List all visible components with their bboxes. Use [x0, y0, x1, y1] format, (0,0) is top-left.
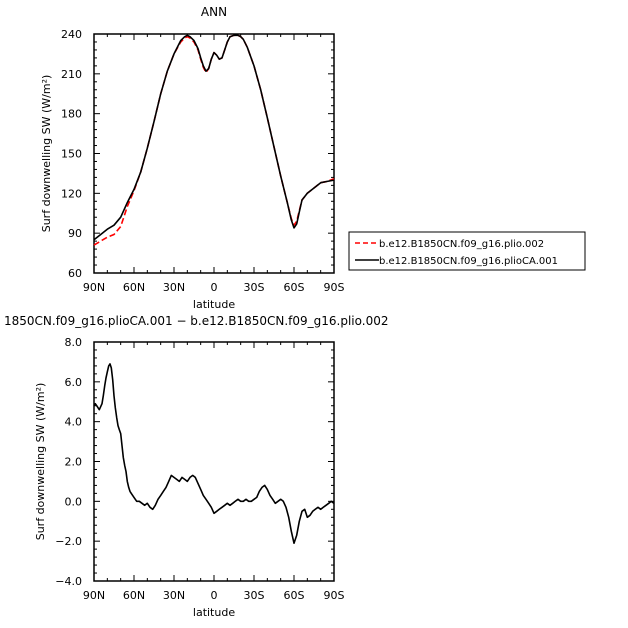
x-tick-label: 0	[211, 281, 218, 294]
x-tick-label: 90N	[83, 281, 105, 294]
chart-bottom-difference-sw: 90N 60N 30N 0 30S 60S 90S −4.0 −2.0 0.0 2.0 4.0 6.0 8…	[4, 314, 388, 619]
chart-title: 1850CN.f09_g16.plioCA.001 − b.e12.B1850C…	[4, 314, 388, 328]
chart-title: ANN	[201, 5, 227, 19]
x-tick-label: 60S	[284, 589, 305, 602]
y-tick-label: 0.0	[65, 495, 83, 508]
legend-box	[348, 231, 586, 271]
plot-frame	[93, 341, 335, 582]
x-tick-label: 60S	[284, 281, 305, 294]
y-tick-label: 120	[61, 187, 82, 200]
chart-top-annual-sw: 90N 60N 30N 0 30S 60S 90S 60 90 120 150 180 210 240 AN…	[40, 5, 586, 311]
x-tick-label: 90N	[83, 589, 105, 602]
x-tick-label: 30N	[163, 589, 185, 602]
series-line-b-e12-b1850cn-f09-g16-plio-002	[93, 34, 335, 246]
y-tick-label: 240	[61, 28, 82, 41]
y-tick-label: 60	[68, 267, 82, 280]
x-tick-label: 60N	[123, 281, 145, 294]
y-axis-label: Surf downwelling SW (W/m²)	[40, 75, 53, 233]
y-tick-label: 210	[61, 68, 82, 81]
legend-label: b.e12.B1850CN.f09_g16.plioCA.001	[379, 256, 558, 267]
x-tick-label: 30S	[244, 589, 265, 602]
x-tick-label: 90S	[324, 281, 345, 294]
x-axis-label: latitude	[193, 298, 235, 311]
y-tick-label: 4.0	[65, 416, 83, 429]
y-tick-label: 6.0	[65, 376, 83, 389]
x-tick-label: 90S	[324, 589, 345, 602]
x-tick-label: 0	[211, 589, 218, 602]
y-tick-label: 2.0	[65, 456, 83, 469]
series-line-1-0	[93, 363, 335, 545]
y-tick-label: 90	[68, 227, 82, 240]
series-line-b-e12-b1850cn-f09-g16-plioca-001	[93, 34, 335, 241]
plot-frame	[93, 33, 335, 274]
x-axis-label: latitude	[193, 606, 235, 619]
y-tick-label: 180	[61, 108, 82, 121]
legend-label: b.e12.B1850CN.f09_g16.plio.002	[379, 239, 544, 250]
y-tick-label: −4.0	[55, 575, 82, 588]
y-tick-label: 8.0	[65, 336, 83, 349]
y-tick-label: 150	[61, 148, 82, 161]
x-tick-label: 30N	[163, 281, 185, 294]
y-tick-label: −2.0	[55, 535, 82, 548]
x-tick-label: 30S	[244, 281, 265, 294]
y-axis-label: Surf downwelling SW (W/m²)	[34, 383, 47, 541]
x-tick-label: 60N	[123, 589, 145, 602]
